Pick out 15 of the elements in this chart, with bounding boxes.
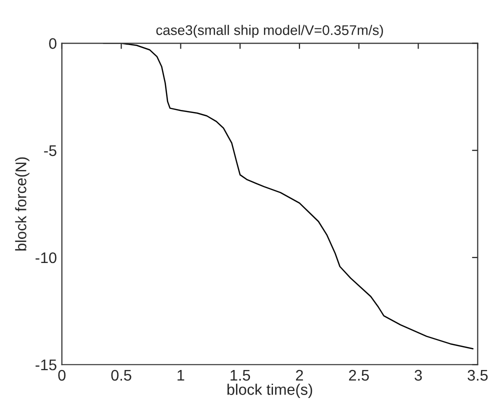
x-tick-label: 2.5 [349,370,369,381]
y-tick-label: -10 [36,252,56,264]
x-tick-label: 2 [296,370,303,381]
x-tick-label: 3 [414,370,422,381]
x-tick-label: 1.5 [230,370,250,381]
x-tick-label: 3.5 [468,370,488,381]
y-tick-label: -15 [36,360,56,370]
x-tick-label: 0 [58,370,66,381]
x-tick-label: 0.5 [111,370,132,381]
y-axis-title: block force(N) [15,157,30,250]
x-tick-label: 1 [178,370,184,381]
x-axis-title: block time(s) [227,384,312,398]
chart-title: case3(small ship model/V=0.357m/s) [156,24,383,38]
y-tick-label: 0 [49,38,56,49]
y-tick-label: -5 [44,145,56,156]
